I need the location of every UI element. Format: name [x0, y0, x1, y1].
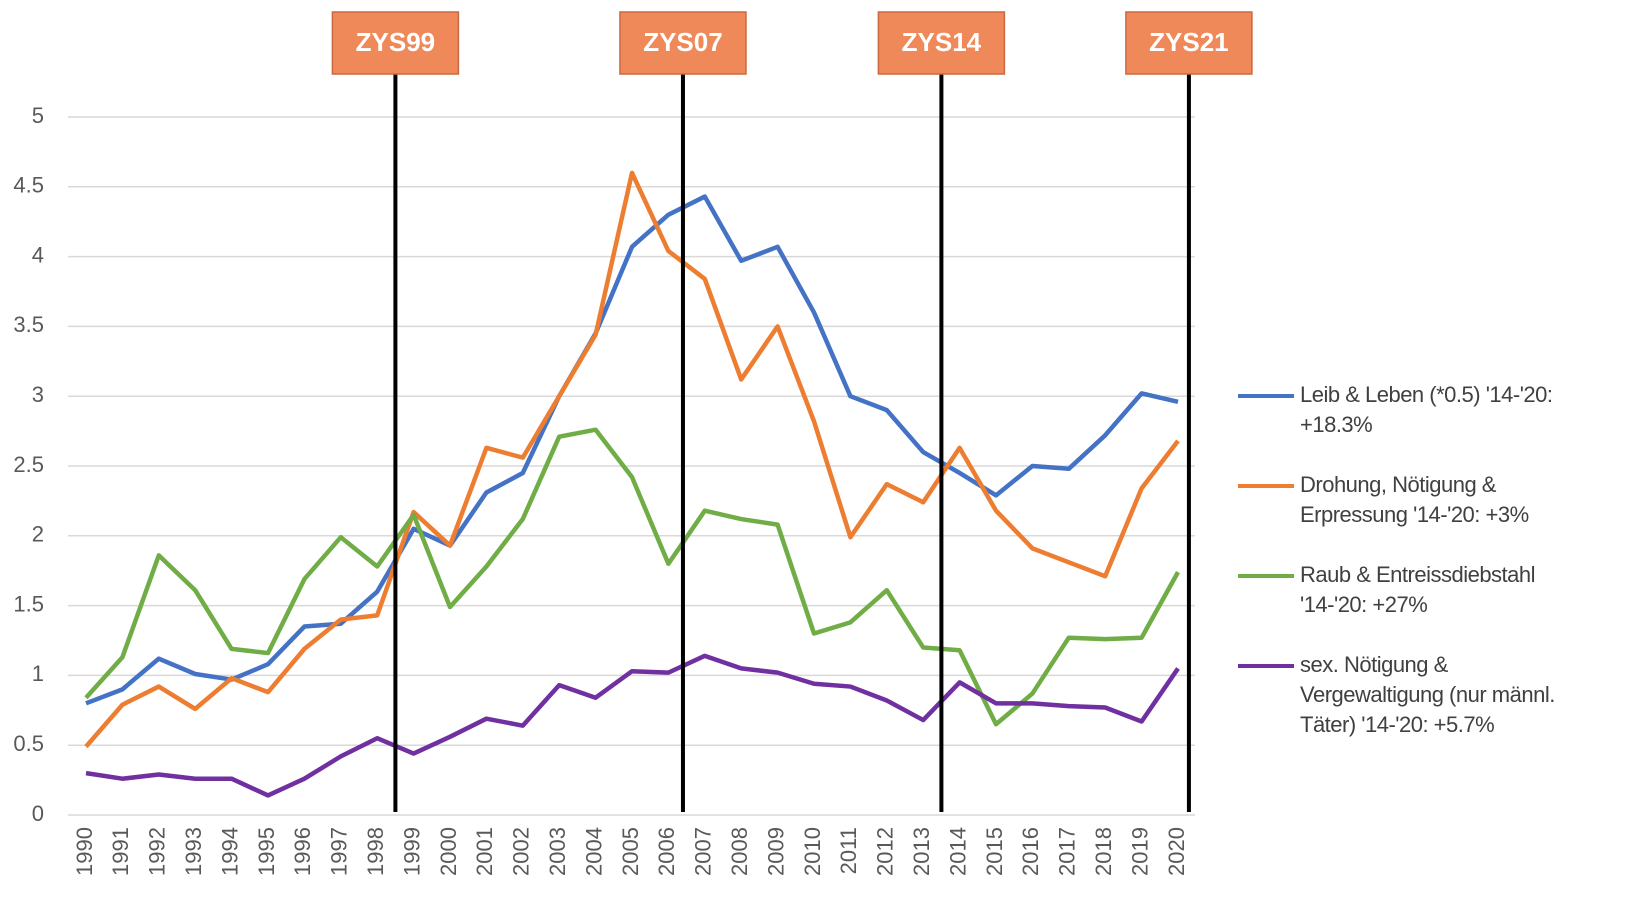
x-tick-label: 2019: [1127, 827, 1152, 876]
y-tick-label: 2: [32, 522, 44, 547]
y-tick-label: 1.5: [13, 591, 44, 616]
x-tick-label: 2015: [982, 827, 1007, 876]
legend-item: Raub & Entreissdiebstahl '14-'20: +27%: [1238, 560, 1568, 620]
y-tick-label: 5: [32, 103, 44, 128]
series-line: [85, 653, 1180, 798]
marker-text: ZYS99: [356, 27, 436, 57]
marker-text: ZYS07: [643, 27, 723, 57]
legend-text: Leib & Leben (*0.5) '14-'20: +18.3%: [1300, 382, 1553, 437]
y-tick-label: 1: [32, 661, 44, 686]
marker-text: ZYS21: [1149, 27, 1229, 57]
legend-swatch: [1238, 394, 1294, 398]
legend-item: sex. Nötigung & Vergewaltigung (nur männ…: [1238, 650, 1568, 740]
x-tick-label: 1999: [399, 827, 424, 876]
marker-label: ZYS21: [1125, 11, 1253, 75]
x-tick-label: 1990: [72, 827, 97, 876]
y-tick-label: 3: [32, 382, 44, 407]
x-tick-label: 2020: [1164, 827, 1189, 876]
y-tick-label: 3.5: [13, 312, 44, 337]
y-tick-label: 2.5: [13, 452, 44, 477]
y-tick-label: 0: [32, 801, 44, 826]
marker-box: [619, 11, 747, 75]
marker-label: ZYS14: [877, 11, 1006, 75]
x-tick-label: 1996: [290, 827, 315, 876]
x-tick-label: 2012: [873, 827, 898, 876]
x-tick-label: 2000: [436, 827, 461, 876]
x-tick-label: 2007: [691, 827, 716, 876]
x-tick-label: 2011: [836, 827, 861, 874]
x-tick-label: 1991: [108, 827, 133, 876]
x-tick-label: 2006: [654, 827, 679, 876]
x-tick-label: 2009: [763, 827, 788, 876]
y-tick-label: 0.5: [13, 731, 44, 756]
marker-text: ZYS14: [902, 27, 982, 57]
legend-item: Drohung, Nötigung & Erpressung '14-'20: …: [1238, 470, 1568, 530]
y-tick-label: 4: [32, 242, 44, 267]
x-tick-label: 2005: [618, 827, 643, 876]
x-tick-label: 2016: [1018, 827, 1043, 876]
legend-swatch: [1238, 664, 1294, 668]
y-tick-label: 4.5: [13, 173, 44, 198]
x-tick-label: 1992: [145, 827, 170, 876]
legend-text: Raub & Entreissdiebstahl '14-'20: +27%: [1300, 562, 1536, 617]
x-tick-label: 1993: [181, 827, 206, 876]
x-tick-label: 2013: [909, 827, 934, 876]
series-line: [84, 170, 1180, 749]
legend-swatch: [1238, 484, 1294, 488]
marker-box: [1125, 11, 1253, 75]
legend-item: Leib & Leben (*0.5) '14-'20: +18.3%: [1238, 380, 1568, 440]
marker-label: ZYS07: [619, 11, 747, 75]
series-line: [85, 194, 1179, 706]
x-tick-label: 2002: [509, 827, 534, 876]
legend-swatch: [1238, 574, 1294, 578]
x-tick-label: 2017: [1055, 827, 1080, 876]
x-tick-label: 2003: [545, 827, 570, 876]
x-tick-label: 1997: [327, 827, 352, 876]
x-tick-label: 2008: [727, 827, 752, 876]
x-tick-label: 1995: [254, 827, 279, 876]
x-tick-label: 1998: [363, 827, 388, 876]
marker-box: [877, 11, 1006, 75]
marker-label: ZYS99: [331, 11, 460, 75]
x-tick-label: 2014: [945, 827, 970, 876]
legend-text: sex. Nötigung & Vergewaltigung (nur männ…: [1300, 652, 1555, 737]
x-tick-label: 2010: [800, 827, 825, 876]
legend: Leib & Leben (*0.5) '14-'20: +18.3% Drohu…: [1238, 380, 1568, 770]
x-tick-label: 2018: [1091, 827, 1116, 876]
x-tick-label: 1994: [217, 827, 242, 876]
marker-box: [331, 11, 460, 75]
legend-text: Drohung, Nötigung & Erpressung '14-'20: …: [1300, 472, 1529, 527]
x-tick-label: 2001: [472, 827, 497, 876]
series-line: [84, 427, 1180, 727]
x-tick-label: 2004: [581, 827, 606, 876]
